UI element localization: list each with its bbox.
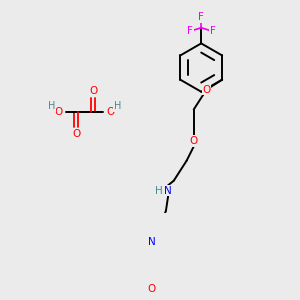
Text: F: F	[198, 12, 204, 22]
Text: N: N	[164, 186, 172, 196]
Text: O: O	[89, 86, 97, 96]
Text: H: H	[114, 101, 121, 111]
Text: O: O	[107, 107, 115, 117]
Text: N: N	[148, 237, 156, 247]
Text: O: O	[148, 284, 156, 294]
Text: O: O	[72, 129, 80, 139]
Text: O: O	[54, 107, 62, 117]
Text: O: O	[190, 136, 198, 146]
Text: H: H	[48, 101, 56, 111]
Text: O: O	[202, 85, 211, 94]
Text: H: H	[155, 186, 163, 196]
Text: F: F	[210, 26, 215, 36]
Text: F: F	[187, 26, 193, 36]
